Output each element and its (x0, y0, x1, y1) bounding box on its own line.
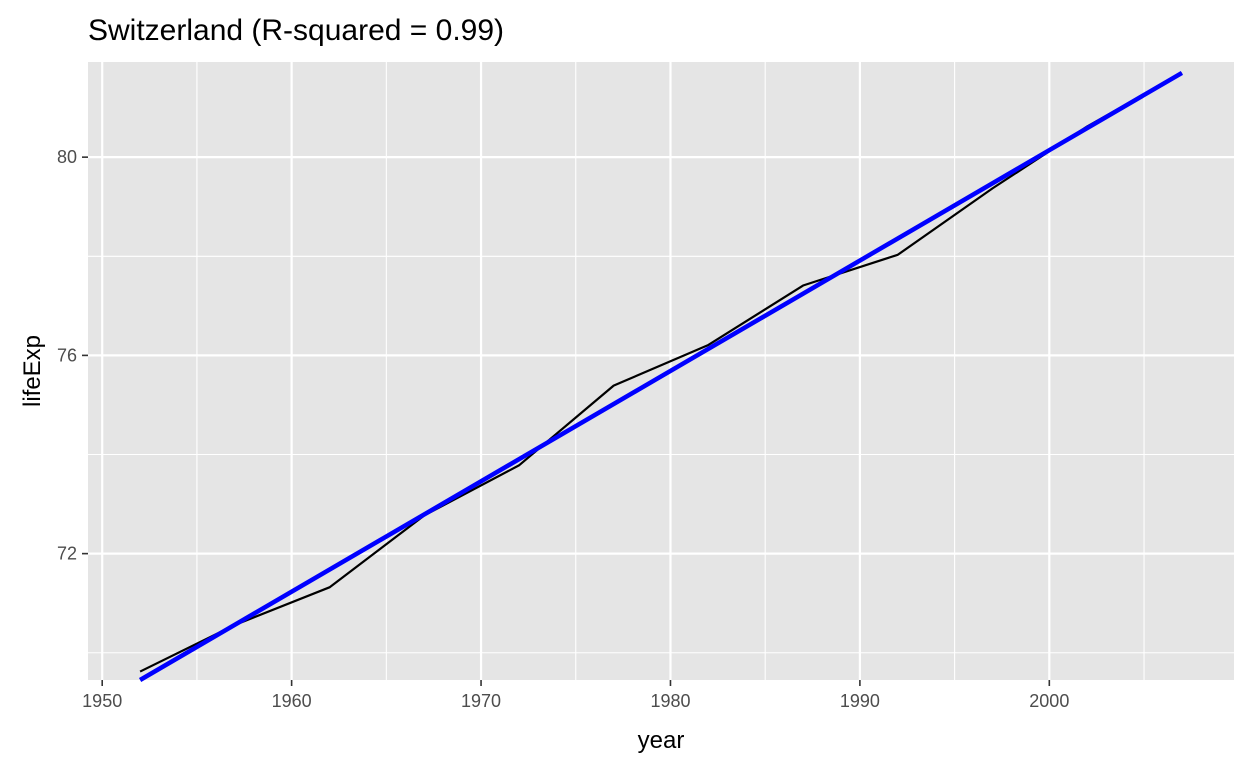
data-line (139, 71, 1183, 673)
y-tick-label: 80 (57, 147, 77, 167)
x-tick-label: 1970 (461, 691, 501, 711)
x-tick-label: 1950 (82, 691, 122, 711)
series-layer (138, 70, 1184, 682)
y-tick-label: 72 (57, 544, 77, 564)
x-tick-label: 1990 (840, 691, 880, 711)
y-axis: 72 76 80 (57, 147, 88, 564)
x-tick-label: 1960 (272, 691, 312, 711)
plot-panel (88, 62, 1234, 680)
x-tick-label: 1980 (650, 691, 690, 711)
x-axis-title: year (638, 727, 685, 754)
minor-gridlines (88, 62, 1234, 680)
x-tick-label: 2000 (1029, 691, 1069, 711)
y-tick-label: 76 (57, 345, 77, 365)
y-axis-title: lifeExp (19, 335, 46, 407)
x-axis: 1950 1960 1970 1980 1990 2000 (82, 680, 1069, 711)
chart-title: Switzerland (R-squared = 0.99) (88, 14, 504, 47)
fit-line (138, 70, 1184, 682)
